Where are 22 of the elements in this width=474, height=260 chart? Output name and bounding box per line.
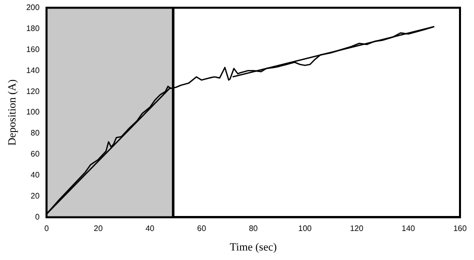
x-tick-label: 40 [145,224,155,234]
y-tick-label: 200 [26,3,40,12]
x-tick-label: 60 [197,224,207,234]
y-tick-label: 80 [30,128,40,138]
x-tick-label: 140 [402,224,416,234]
y-tick-label: 20 [30,191,40,200]
x-tick-label: 20 [94,224,104,234]
y-tick-label: 0 [35,212,40,222]
y-tick-label: 160 [26,44,40,54]
x-tick-label: 160 [453,224,468,234]
y-axis-title: Deposition (A) [6,79,18,146]
x-tick-label: 0 [44,224,50,234]
y-tick-label: 120 [26,86,40,96]
y-tick-label: 140 [26,66,40,75]
x-tick-label: 120 [350,224,364,234]
x-tick-label: 80 [248,224,258,234]
y-tick-label: 60 [30,150,40,159]
x-axis-title: Time (sec) [230,241,278,254]
y-tick-label: 180 [26,24,40,33]
y-tick-label: 100 [26,108,40,117]
y-tick-label: 40 [30,170,40,180]
x-tick-label: 100 [298,224,312,234]
